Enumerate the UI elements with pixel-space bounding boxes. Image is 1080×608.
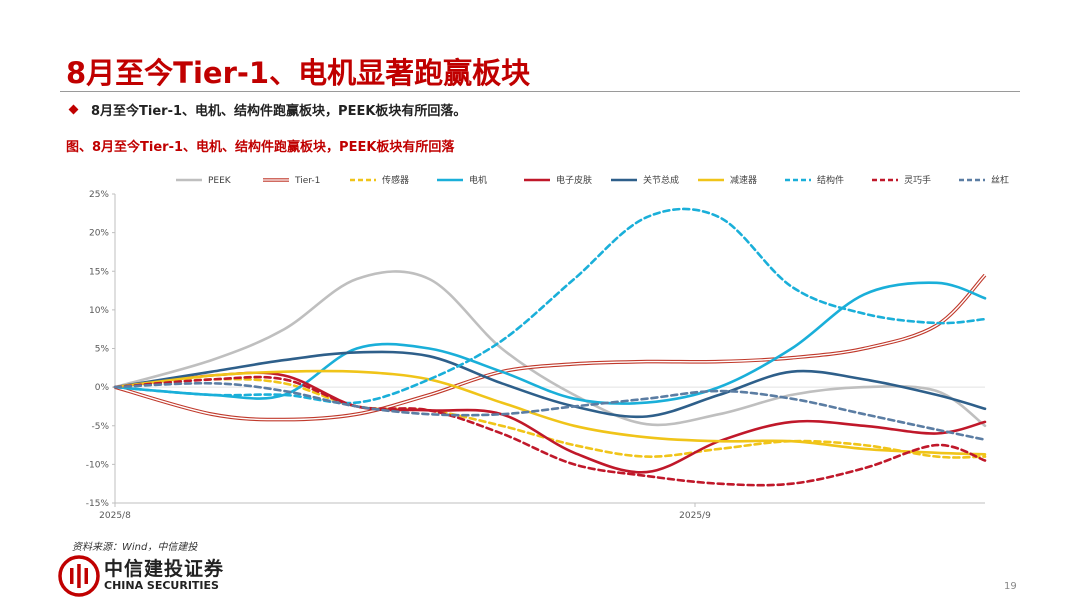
- legend-label-4: 电机: [469, 174, 487, 186]
- legend-label-1: PEEK: [208, 176, 232, 186]
- y-tick-label: 25%: [89, 190, 109, 200]
- series-line-1: [113, 270, 987, 428]
- series-line-2-inner: [114, 274, 986, 421]
- y-tick-label: 20%: [89, 229, 109, 239]
- x-tick-label: 2025/8: [99, 511, 131, 521]
- source-note: 资料来源：Wind，中信建投: [72, 542, 198, 553]
- legend-label-6: 关节总成: [643, 174, 679, 186]
- series-line-3: [113, 377, 987, 459]
- bullet-point: 8月至今Tier-1、电机、结构件跑赢板块，PEEK板块有所回落。: [68, 100, 467, 119]
- legend-label-8: 结构件: [817, 174, 844, 186]
- figure-caption: 图、8月至今Tier-1、电机、结构件跑赢板块，PEEK板块有所回落: [66, 140, 455, 155]
- bullet-text: 8月至今Tier-1、电机、结构件跑赢板块，PEEK板块有所回落。: [91, 104, 467, 119]
- y-tick-label: -5%: [91, 422, 109, 432]
- series-line-10: [113, 381, 987, 441]
- page-number: 19: [1004, 581, 1017, 592]
- legend-label-10: 丝杠: [991, 174, 1009, 186]
- logo-chinese-name: 中信建投证券: [104, 558, 225, 580]
- legend-label-2: Tier-1: [294, 176, 320, 186]
- y-tick-label: -10%: [86, 460, 110, 470]
- series-line-7: [113, 369, 987, 456]
- y-tick-label: 0%: [95, 383, 110, 393]
- y-tick-label: -15%: [86, 499, 110, 509]
- x-tick-label: 2025/9: [679, 511, 711, 521]
- title-divider: [60, 91, 1020, 92]
- legend-label-7: 减速器: [730, 174, 757, 186]
- y-tick-label: 10%: [89, 306, 109, 316]
- logo-english-name: CHINA SECURITIES: [104, 579, 219, 592]
- legend-label-5: 电子皮肤: [556, 174, 592, 186]
- china-securities-logo-icon: [58, 555, 100, 597]
- legend-label-9: 灵巧手: [904, 174, 931, 186]
- series-line-5: [113, 371, 987, 474]
- y-tick-label: 15%: [89, 267, 109, 277]
- slide-title: 8月至今Tier-1、电机显著跑赢板块: [66, 56, 531, 90]
- series-line-9: [113, 375, 987, 487]
- series-line-8: [113, 207, 987, 405]
- legend-label-3: 传感器: [382, 174, 409, 186]
- y-tick-label: 5%: [95, 345, 110, 355]
